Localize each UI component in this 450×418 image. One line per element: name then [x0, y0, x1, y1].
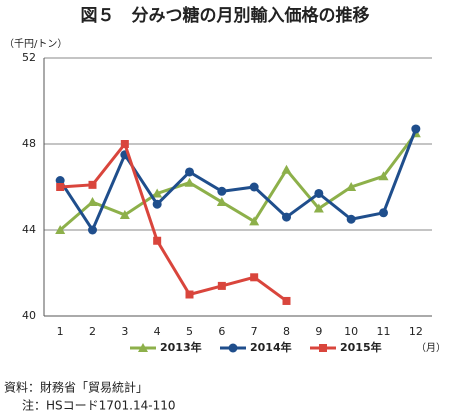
marker — [119, 209, 130, 219]
marker — [152, 199, 162, 209]
marker — [55, 176, 65, 186]
note: 資料：財務省「貿易統計」 — [4, 380, 148, 395]
marker — [138, 343, 148, 352]
marker — [216, 197, 227, 207]
marker — [217, 186, 227, 196]
marker — [152, 188, 163, 198]
x-tick-label: 9 — [315, 325, 322, 338]
x-tick-label: 12 — [409, 325, 423, 338]
marker — [228, 343, 238, 353]
y-tick-label: 40 — [22, 309, 36, 322]
marker — [378, 171, 389, 181]
y-tick-label: 52 — [22, 51, 36, 64]
marker — [379, 208, 388, 218]
marker — [185, 290, 194, 299]
marker — [250, 273, 259, 282]
marker — [282, 212, 291, 222]
marker — [313, 203, 324, 213]
x-axis-label: （月） — [416, 342, 446, 354]
y-axis-label: （千円/トン） — [4, 38, 67, 50]
marker — [346, 182, 357, 191]
y-tick-label: 44 — [22, 223, 36, 236]
marker — [55, 225, 66, 234]
series-line — [60, 140, 288, 303]
marker — [56, 183, 65, 191]
legend-label: 2013年 — [160, 340, 202, 354]
x-tick-label: 4 — [154, 325, 161, 338]
x-tick-label: 7 — [251, 325, 258, 338]
marker — [282, 296, 291, 305]
marker — [249, 216, 260, 226]
x-tick-label: 2 — [89, 325, 96, 338]
marker — [88, 180, 97, 189]
chart-title: 図５ 分みつ糖の月別輸入価格の推移 — [81, 5, 370, 26]
marker — [184, 177, 195, 187]
x-tick-label: 3 — [121, 325, 128, 338]
series-line — [59, 132, 418, 232]
marker — [281, 164, 292, 174]
legend-label: 2014年 — [250, 340, 292, 354]
x-tick-label: 10 — [344, 325, 358, 338]
marker — [249, 182, 259, 192]
marker — [153, 236, 162, 245]
marker — [185, 167, 194, 177]
marker — [319, 344, 327, 352]
x-tick-label: 11 — [377, 325, 391, 338]
marker — [87, 197, 98, 207]
x-tick-label: 6 — [218, 325, 225, 338]
marker — [411, 124, 421, 134]
marker — [120, 140, 129, 148]
series-line — [58, 128, 418, 234]
marker — [314, 188, 324, 198]
x-tick-label: 1 — [57, 325, 64, 338]
marker — [88, 225, 97, 235]
marker — [217, 281, 226, 290]
y-tick-label: 48 — [22, 137, 36, 150]
note: 注：HSコード1701.14-110 — [22, 398, 176, 413]
marker — [346, 214, 356, 224]
legend-label: 2015年 — [340, 340, 382, 354]
x-tick-label: 8 — [283, 325, 290, 338]
x-tick-label: 5 — [186, 325, 193, 338]
